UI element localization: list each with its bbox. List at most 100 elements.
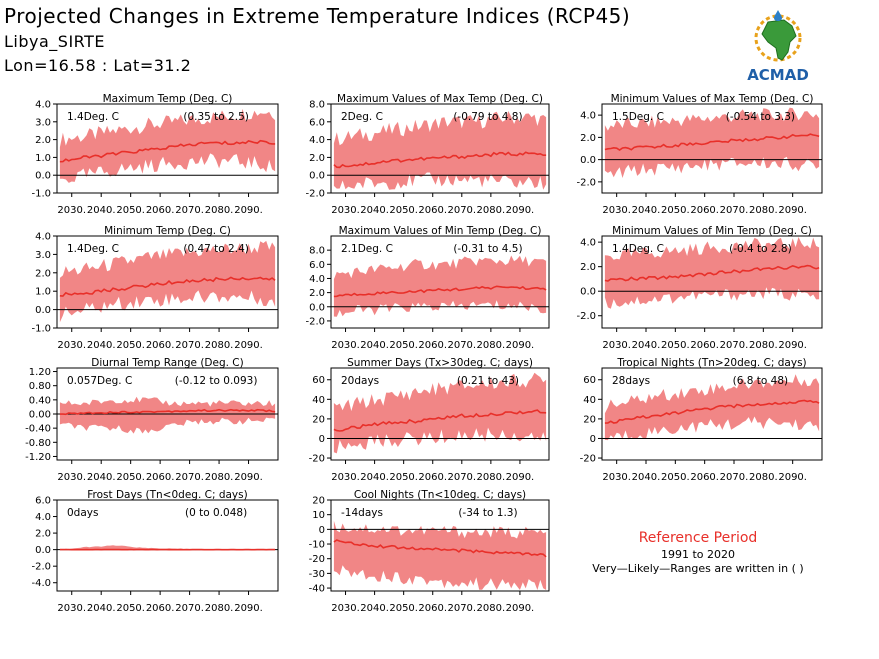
likely-range: (-0.12 to 0.093): [175, 375, 258, 387]
y-tick-label: 2.0: [35, 268, 51, 279]
range-note: Very—Likely—Ranges are written in ( ): [592, 562, 804, 575]
range-band: [604, 107, 820, 178]
chart-title: Diurnal Temp Range (Deg. C): [91, 357, 243, 369]
x-tick-label: 2060.: [146, 472, 175, 483]
y-tick-label: 0.0: [309, 302, 325, 313]
x-tick-label: 2060.: [418, 340, 447, 351]
africa-map-icon: [754, 10, 802, 62]
x-tick-label: 2080.: [205, 472, 234, 483]
y-tick-label: -30: [309, 569, 325, 580]
x-tick-label: 2060.: [418, 205, 447, 216]
x-tick-label: 2040.: [360, 472, 389, 483]
y-tick-label: 3.0: [35, 250, 51, 261]
chart-title: Tropical Nights (Tn>20deg. C; days): [616, 357, 806, 369]
x-tick-label: 2070.: [175, 603, 204, 614]
y-tick-label: 1.0: [35, 287, 51, 298]
y-tick-label: -10: [309, 540, 325, 551]
x-tick-label: 2080.: [205, 205, 234, 216]
likely-range: (-34 to 1.3): [458, 507, 517, 519]
chart-title: Minimum Temp (Deg. C): [104, 225, 231, 237]
plot-frame: [56, 499, 279, 592]
change-value: 1.4Deg. C: [67, 111, 119, 123]
x-tick-label: 2030.: [602, 205, 631, 216]
y-tick-label: 1.20: [29, 367, 51, 378]
x-tick-label: 2050.: [389, 603, 418, 614]
reference-period-years: 1991 to 2020: [660, 548, 736, 561]
x-tick-label: 2050.: [116, 603, 145, 614]
plot-frame: [601, 367, 823, 461]
x-tick-label: 2030.: [331, 603, 360, 614]
y-tick-label: 0: [590, 434, 596, 445]
chart-title: Minimum Values of Max Temp (Deg. C): [611, 93, 814, 105]
likely-range: (0 to 0.048): [185, 507, 247, 519]
y-tick-label: -20: [580, 454, 596, 465]
median-line: [604, 133, 820, 151]
x-tick-label: 2050.: [116, 472, 145, 483]
y-tick-label: 6.0: [309, 117, 325, 128]
x-tick-label: 2040.: [87, 205, 116, 216]
range-band: [333, 111, 547, 190]
median-line: [333, 151, 547, 169]
y-tick-label: 6.0: [35, 496, 51, 507]
y-tick-label: -4.0: [31, 578, 51, 589]
y-tick-label: -20: [309, 554, 325, 565]
chart-title: Frost Days (Tn<0deg. C; days): [87, 489, 247, 501]
y-tick-label: -0.40: [25, 424, 51, 435]
change-value: 1.4Deg. C: [67, 243, 119, 255]
x-tick-label: 2070.: [175, 340, 204, 351]
x-tick-label: 2050.: [389, 472, 418, 483]
y-tick-label: 4.0: [580, 238, 596, 249]
y-tick-label: 4.0: [35, 232, 51, 243]
y-tick-label: 8.0: [309, 100, 325, 111]
likely-range: (6.8 to 48): [733, 375, 788, 387]
plot-frame: [330, 103, 550, 194]
x-tick-label: 2050.: [389, 340, 418, 351]
likely-range: (0.21 to 43): [457, 375, 519, 387]
x-tick-label: 2080.: [477, 472, 506, 483]
x-tick-label: 2040.: [87, 472, 116, 483]
x-tick-label: 2090.: [506, 340, 535, 351]
y-tick-label: -2.0: [305, 316, 325, 327]
x-tick-label: 2040.: [360, 340, 389, 351]
median-line: [333, 539, 547, 558]
chart-panel: -20 0 20 40 60 2030. 2040. 2050. 2060. 2070. 2080.…: [580, 357, 823, 483]
x-tick-label: 2030.: [602, 472, 631, 483]
x-tick-label: 2060.: [418, 472, 447, 483]
y-tick-label: 4.0: [35, 512, 51, 523]
x-tick-label: 2070.: [447, 603, 476, 614]
x-tick-label: 2030.: [331, 340, 360, 351]
x-tick-label: 2070.: [447, 472, 476, 483]
y-tick-label: 40: [312, 395, 325, 406]
y-tick-label: 2.0: [35, 529, 51, 540]
y-tick-label: 0.0: [580, 155, 596, 166]
y-tick-label: 2.0: [309, 288, 325, 299]
x-tick-label: 2070.: [720, 205, 749, 216]
median-line: [604, 399, 820, 424]
likely-range: (0.47 to 2.4): [183, 243, 249, 255]
plot-frame: [601, 235, 823, 329]
x-tick-label: 2060.: [146, 603, 175, 614]
plot-frame: [601, 103, 823, 194]
y-tick-label: 4.0: [309, 274, 325, 285]
y-tick-label: -1.0: [31, 324, 51, 335]
x-tick-label: 2040.: [87, 340, 116, 351]
x-tick-label: 2080.: [477, 205, 506, 216]
range-band: [604, 374, 820, 441]
coordinates-label: Lon=16.58 : Lat=31.2: [4, 56, 192, 75]
y-tick-label: 20: [312, 414, 325, 425]
y-tick-label: 6.0: [309, 260, 325, 271]
plot-frame: [330, 499, 550, 592]
y-tick-label: 0: [319, 525, 325, 536]
range-band: [333, 372, 547, 454]
x-tick-label: 2070.: [720, 340, 749, 351]
change-value: 28days: [612, 375, 650, 387]
y-tick-label: -2.0: [31, 562, 51, 573]
x-tick-label: 2070.: [447, 340, 476, 351]
y-tick-label: -2.0: [576, 177, 596, 188]
median-line: [333, 409, 547, 432]
x-tick-label: 2050.: [661, 205, 690, 216]
